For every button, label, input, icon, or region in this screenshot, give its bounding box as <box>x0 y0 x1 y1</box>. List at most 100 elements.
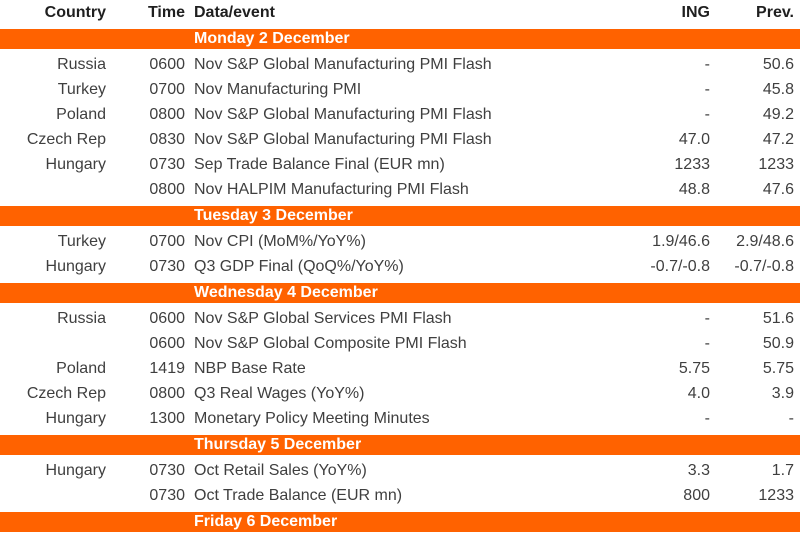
event-row: Russia 0600 Nov S&P Global Manufacturing P… <box>0 52 800 77</box>
day-bar-label: Monday 2 December <box>0 28 800 49</box>
ing-cell: 4.0 <box>687 384 710 402</box>
prev-cell: -0.7/-0.8 <box>734 257 794 275</box>
country-cell: Czech Rep <box>26 384 106 402</box>
ing-cell: - <box>704 309 710 327</box>
day-bar-label: Wednesday 4 December <box>0 282 800 303</box>
ing-cell: 1.9/46.6 <box>652 232 710 250</box>
col-header-prev: Prev. <box>756 3 794 21</box>
day-section-row: Wednesday 4 December <box>0 279 800 306</box>
event-row: Poland 1419 NBP Base Rate 5.75 5.75 <box>0 356 800 381</box>
country-cell: Turkey <box>57 80 106 98</box>
ing-cell: 5.75 <box>678 359 710 377</box>
time-cell: 1300 <box>149 409 185 427</box>
time-cell: 0800 <box>149 180 185 198</box>
time-cell: 0730 <box>149 461 185 479</box>
ing-cell: 800 <box>683 486 710 504</box>
day-section-cell: Tuesday 3 December <box>0 202 800 229</box>
time-cell: 0600 <box>149 55 185 73</box>
event-row: 0800 Nov HALPIM Manufacturing PMI Flash 48… <box>0 177 800 202</box>
country-cell <box>0 331 110 356</box>
country-cell: Russia <box>57 55 106 73</box>
event-row: Poland 0800 Nov S&P Global Manufacturing P… <box>0 102 800 127</box>
country-cell: Czech Rep <box>26 130 106 148</box>
prev-cell: 6.1 <box>710 535 800 540</box>
event-row: Hungary 1300 Monetary Policy Meeting Minut… <box>0 406 800 431</box>
event-row: Czech Rep 0830 Nov S&P Global Manufacturin… <box>0 127 800 152</box>
event-cell: NBP Base Rate <box>194 359 306 377</box>
country-cell: Hungary <box>45 409 106 427</box>
event-cell: Nov S&P Global Manufacturing PMI Flash <box>194 130 492 148</box>
prev-cell: 47.2 <box>762 130 794 148</box>
col-header-country: Country <box>44 3 106 21</box>
event-row: Czech Rep0800Oct Retail Sales (YoY%)4.96… <box>0 535 800 540</box>
ing-cell: - <box>704 105 710 123</box>
time-cell: 0800 <box>149 384 185 402</box>
time-cell: 0730 <box>149 155 185 173</box>
event-cell: Nov Manufacturing PMI <box>194 80 362 98</box>
time-cell: 0800 <box>149 105 185 123</box>
country-cell: Russia <box>57 309 106 327</box>
day-section-cell: Friday 6 December <box>0 508 800 535</box>
country-cell: Czech Rep <box>0 535 110 540</box>
event-cell: Nov S&P Global Composite PMI Flash <box>194 334 467 352</box>
time-cell: 0700 <box>149 232 185 250</box>
country-cell: Hungary <box>45 461 106 479</box>
ing-cell: - <box>704 409 710 427</box>
ing-cell: - <box>704 80 710 98</box>
prev-cell: 50.6 <box>762 55 794 73</box>
event-row: Turkey 0700 Nov Manufacturing PMI - 45.8 <box>0 77 800 102</box>
event-cell: Monetary Policy Meeting Minutes <box>194 409 430 427</box>
col-header-ing: ING <box>681 3 710 21</box>
prev-cell: 5.75 <box>762 359 794 377</box>
time-cell: 0730 <box>149 486 185 504</box>
time-cell: 0600 <box>149 334 185 352</box>
event-row: 0600 Nov S&P Global Composite PMI Flash - 5… <box>0 331 800 356</box>
event-cell: Nov HALPIM Manufacturing PMI Flash <box>194 180 469 198</box>
event-cell: Nov S&P Global Services PMI Flash <box>194 309 452 327</box>
prev-cell: 45.8 <box>762 80 794 98</box>
ing-cell: - <box>704 55 710 73</box>
event-row: Turkey 0700 Nov CPI (MoM%/YoY%) 1.9/46.6 2.9… <box>0 229 800 254</box>
country-cell <box>0 177 110 202</box>
prev-cell: - <box>788 409 794 427</box>
ing-cell: 1233 <box>674 155 710 173</box>
col-header-event: Data/event <box>194 3 275 21</box>
event-cell: Nov S&P Global Manufacturing PMI Flash <box>194 105 492 123</box>
time-cell: 0730 <box>149 257 185 275</box>
table-body: Monday 2 December Russia 0600 Nov S&P Globa… <box>0 25 800 540</box>
time-cell: 0800 <box>110 535 188 540</box>
event-row: Russia 0600 Nov S&P Global Services PMI Fl… <box>0 306 800 331</box>
event-cell: Nov CPI (MoM%/YoY%) <box>194 232 366 250</box>
country-cell: Hungary <box>45 257 106 275</box>
event-cell: Oct Retail Sales (YoY%) <box>188 535 618 540</box>
event-cell: Oct Trade Balance (EUR mn) <box>194 486 403 504</box>
country-cell: Poland <box>56 359 106 377</box>
event-cell: Q3 Real Wages (YoY%) <box>194 384 365 402</box>
country-cell: Poland <box>56 105 106 123</box>
day-bar-label: Friday 6 December <box>0 511 800 532</box>
event-cell: Nov S&P Global Manufacturing PMI Flash <box>194 55 492 73</box>
ing-cell: - <box>704 334 710 352</box>
prev-cell: 50.9 <box>762 334 794 352</box>
ing-cell: 47.0 <box>678 130 710 148</box>
time-cell: 0600 <box>149 309 185 327</box>
prev-cell: 1233 <box>758 155 794 173</box>
event-row: 0730 Oct Trade Balance (EUR mn) 800 1233 <box>0 483 800 508</box>
country-cell: Turkey <box>57 232 106 250</box>
event-row: Czech Rep 0800 Q3 Real Wages (YoY%) 4.0 3.9 <box>0 381 800 406</box>
col-header-time: Time <box>147 3 185 21</box>
event-cell: Sep Trade Balance Final (EUR mn) <box>194 155 445 173</box>
event-row: Hungary 0730 Q3 GDP Final (QoQ%/YoY%) -0.7/… <box>0 254 800 279</box>
day-section-row: Tuesday 3 December <box>0 202 800 229</box>
country-cell <box>0 483 110 508</box>
time-cell: 1419 <box>149 359 185 377</box>
day-section-cell: Wednesday 4 December <box>0 279 800 306</box>
ing-cell: 4.9 <box>618 535 710 540</box>
day-section-cell: Monday 2 December <box>0 25 800 52</box>
day-section-row: Thursday 5 December <box>0 431 800 458</box>
day-section-cell: Thursday 5 December <box>0 431 800 458</box>
prev-cell: 1233 <box>758 486 794 504</box>
day-section-row: Friday 6 December <box>0 508 800 535</box>
day-bar-label: Thursday 5 December <box>0 434 800 455</box>
event-cell: Q3 GDP Final (QoQ%/YoY%) <box>194 257 404 275</box>
